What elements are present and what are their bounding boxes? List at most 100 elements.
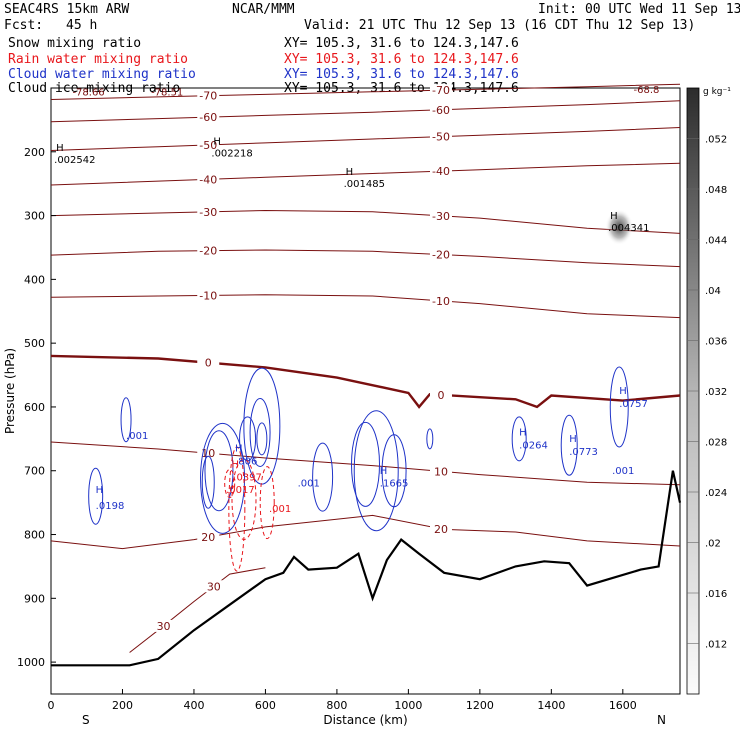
isotherm-label: -10 <box>199 289 217 302</box>
isotherm-label: 10 <box>434 465 448 478</box>
isotherm-label-bg <box>429 294 452 307</box>
isotherm-label: -40 <box>432 165 450 178</box>
colorbar-tick-label: .02 <box>705 539 721 550</box>
isotherm-label: -50 <box>199 139 217 152</box>
cloud-water-contour <box>201 455 215 509</box>
x-tick-label: 400 <box>183 699 204 712</box>
x-tick-label: 1400 <box>537 699 565 712</box>
snow-max-shading <box>605 209 634 246</box>
colorbar-tick-label: .012 <box>705 640 727 651</box>
cloud-water-label: H <box>235 444 243 455</box>
cloud-water-contour <box>243 367 281 485</box>
high-value: .004341 <box>608 223 649 234</box>
cloud-water-contour <box>120 397 132 443</box>
cloud-water-label: .001 <box>126 431 148 442</box>
terrain-line <box>51 470 682 667</box>
isotherm-label: -20 <box>432 249 450 262</box>
x-tick-label: 1600 <box>609 699 637 712</box>
y-axis-label: Pressure (hPa) <box>3 348 17 434</box>
isotherm-label-bg <box>197 205 220 218</box>
cloud-water-label: H <box>619 386 627 397</box>
x-axis-label: Distance (km) <box>323 713 407 727</box>
colorbar-tick-label: .044 <box>705 236 727 247</box>
model-title: SEAC4RS 15km ARW <box>4 2 130 17</box>
isotherm-label: -60 <box>199 111 217 124</box>
isotherm-10 <box>50 441 681 486</box>
rain-contour <box>231 458 257 540</box>
isotherm-label-bg <box>429 130 452 143</box>
plot-frame <box>50 87 681 695</box>
colorbar-tick-label: .028 <box>705 438 727 449</box>
isotherm-label-bg <box>197 244 220 257</box>
isotherm-label: 30 <box>157 620 171 633</box>
field-cloudwater-xy: XY= 105.3, 31.6 to 124.3,147.6 <box>284 67 519 82</box>
isotherm--30 <box>50 209 681 234</box>
colorbar-tick-label: .024 <box>705 488 727 499</box>
cloud-water-label: .0198 <box>96 501 125 512</box>
rain-label: .001 <box>269 504 291 515</box>
isotherm-label: -50 <box>432 131 450 144</box>
x-tick-label: 200 <box>112 699 133 712</box>
fcst-label: Fcst: <box>4 18 44 33</box>
y-tick-label: 500 <box>24 337 45 350</box>
cloud-water-contour <box>609 366 629 448</box>
x-tick-label: 1200 <box>466 699 494 712</box>
top-temp-label: -68.8 <box>634 85 660 96</box>
isotherm--50 <box>50 127 681 151</box>
high-marker: H <box>346 167 354 178</box>
isotherm-label-bg <box>429 84 452 97</box>
y-tick-label: 400 <box>24 273 45 286</box>
high-marker: H <box>213 137 221 148</box>
init-label: Init: 00 UTC Wed 11 Sep 13 <box>538 2 740 17</box>
field-cloudwater-name: Cloud water mixing ratio <box>8 67 196 82</box>
x-tick-label: 600 <box>255 699 276 712</box>
isotherm-label: 30 <box>207 580 221 593</box>
cloud-water-contour <box>256 422 268 456</box>
isotherm-label-bg <box>197 289 220 302</box>
cloud-water-label: .001 <box>298 479 320 490</box>
x-tick-label: 0 <box>48 699 55 712</box>
isotherm-label: -70 <box>432 84 450 97</box>
y-tick-label: 900 <box>24 592 45 605</box>
y-tick-label: 1000 <box>17 656 45 669</box>
isotherm-label-bg <box>429 522 452 535</box>
isotherm--10 <box>50 294 681 319</box>
isotherm-label: 20 <box>201 531 215 544</box>
y-tick-label: 300 <box>24 210 45 223</box>
valid-label: Valid: 21 UTC Thu 12 Sep 13 (16 CDT Thu … <box>304 18 696 33</box>
isotherm-label-bg <box>429 388 452 401</box>
isotherm-0 <box>50 354 681 409</box>
high-value: .002218 <box>211 149 252 160</box>
cloud-water-label: .0264 <box>519 440 548 451</box>
fcst-value: 45 h <box>66 18 98 33</box>
rain-label: .0017 <box>226 485 255 496</box>
isotherm-label-bg <box>197 531 220 544</box>
colorbar-tick-label: .048 <box>705 185 727 196</box>
cloud-water-contour <box>560 414 578 476</box>
colorbar-tick-label: .036 <box>705 337 727 348</box>
isotherm-label: 10 <box>201 447 215 460</box>
endpoint-left: S <box>82 713 90 727</box>
cloud-water-contour <box>249 397 271 467</box>
isotherm-label-bg <box>197 356 220 369</box>
y-tick-label: 800 <box>24 529 45 542</box>
isotherm-label-bg <box>429 465 452 478</box>
cloud-water-label: .001 <box>612 466 634 477</box>
isotherm-30 <box>129 567 266 653</box>
x-tick-label: 800 <box>326 699 347 712</box>
rain-label: .0397 <box>233 472 262 483</box>
isotherm--70 <box>50 83 681 100</box>
cloud-water-label: H <box>569 434 577 445</box>
colorbar-tick-label: .04 <box>705 286 721 297</box>
isotherm-label-bg <box>197 89 220 102</box>
field-snow-xy: XY= 105.3, 31.6 to 124.3,147.6 <box>284 36 519 51</box>
isotherm-label: -30 <box>432 210 450 223</box>
cloud-water-contour <box>200 422 246 534</box>
rain-label: H <box>231 460 239 471</box>
isotherm-label-bg <box>429 165 452 178</box>
isotherm-label: 0 <box>205 357 212 370</box>
isotherm-label-bg <box>202 580 225 593</box>
isotherm-label: -60 <box>432 104 450 117</box>
cloud-water-label: .0773 <box>569 447 598 458</box>
